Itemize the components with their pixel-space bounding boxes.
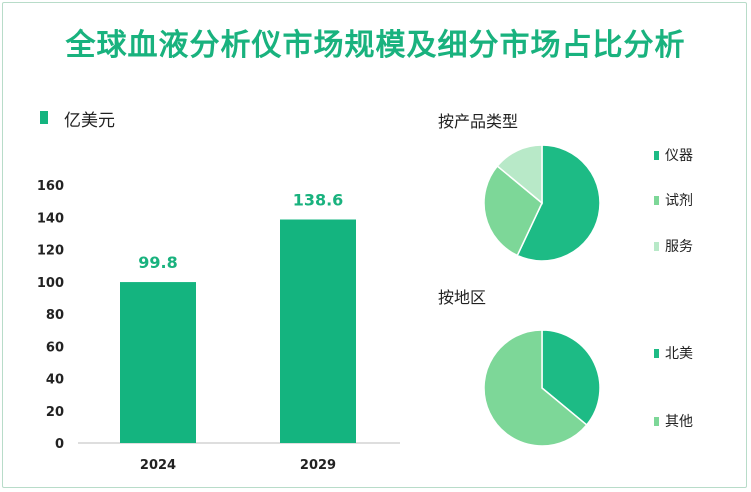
x-tick-label: 2029 [300,458,336,473]
pie-slice-北美 [541,329,601,427]
bar-2029 [280,219,356,443]
pie-legend-item: 北美 [654,343,693,363]
pie-legend-label: 试剂 [665,193,693,209]
chart-frame [2,2,747,488]
pie-legend-swatch [654,349,659,358]
pie-legend-swatch [654,196,659,205]
pie-legend-label: 服务 [665,239,693,255]
bar-legend-label: 亿美元 [64,111,115,131]
y-tick-label: 20 [46,405,64,420]
pie-slice-其他 [483,329,588,447]
pie-legend-swatch [654,242,659,251]
y-tick-label: 40 [46,373,64,388]
bar-value-label: 99.8 [138,253,177,272]
y-tick-label: 80 [46,308,64,323]
bar-2024 [120,282,196,443]
pie-legend-swatch [654,151,659,160]
pie-product [483,144,601,262]
pie-legend-item: 试剂 [654,190,693,210]
y-tick-label: 160 [37,179,64,194]
x-tick-label: 2024 [140,458,176,473]
page-title: 全球血液分析仪市场规模及细分市场占比分析 [65,28,686,63]
pie-product-title: 按产品类型 [438,112,519,131]
pie-legend-swatch [654,417,659,426]
y-tick-label: 60 [46,340,64,355]
y-tick-label: 120 [37,244,64,259]
pie-slice-试剂 [483,164,543,257]
pie-slice-服务 [496,144,543,205]
y-tick-label: 140 [37,211,64,226]
pie-legend-item: 仪器 [654,145,693,165]
pie-legend-item: 其他 [654,411,693,431]
y-tick-label: 100 [37,276,64,291]
pie-legend-label: 北美 [665,346,693,362]
bar-legend-swatch [40,111,48,124]
pie-slice-仪器 [516,144,601,262]
pie-legend-item: 服务 [654,236,693,256]
bar-value-label: 138.6 [293,191,344,210]
pie-legend-label: 仪器 [665,148,693,164]
pie-legend-label: 其他 [665,414,693,430]
y-tick-label: 0 [55,437,64,452]
pie-region-title: 按地区 [438,288,487,307]
pie-region [483,329,601,447]
